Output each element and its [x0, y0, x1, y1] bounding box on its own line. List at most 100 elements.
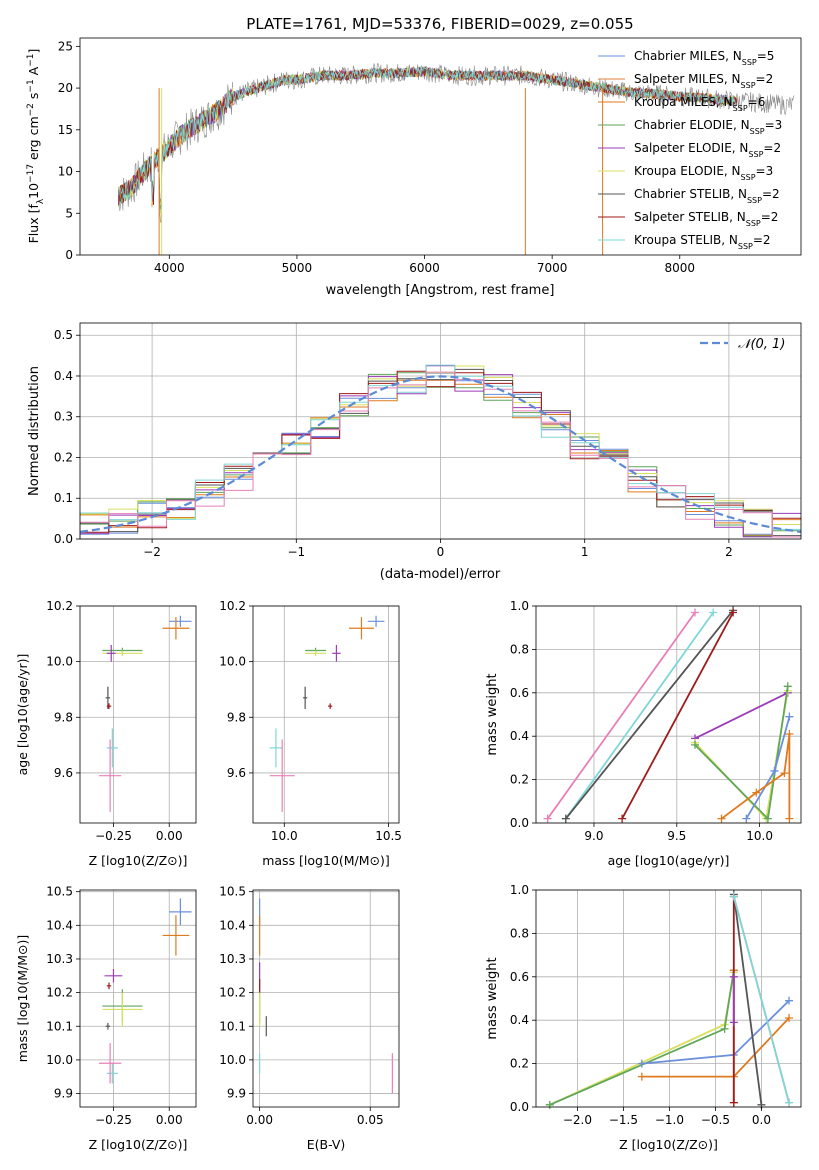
- weight-series: [565, 609, 734, 820]
- weight-series: [694, 686, 789, 821]
- legend-count: =3: [765, 118, 783, 132]
- weight-marker: [618, 814, 627, 823]
- axes-frame: [535, 605, 802, 824]
- y-tick-label: 0.0: [510, 816, 529, 830]
- y-tick-label: 0.2: [510, 1057, 529, 1071]
- panel-spectrum: 4000 5000 6000 7000 8000 0 5 10 15 20 25 PLATE=1761…: [26, 15, 802, 298]
- weight-marker: [543, 814, 552, 823]
- legend-entry: Kroupa STELIB, NSSP=2: [634, 233, 771, 251]
- weight-marker: [637, 1072, 646, 1081]
- x-tick-label: −2.0: [563, 1113, 592, 1127]
- y-tick-label: 10.0: [46, 655, 73, 669]
- x-tick-label: 0.05: [357, 1113, 384, 1127]
- y-tick-label: 0.6: [510, 970, 529, 984]
- y-tick-label: 1.0: [510, 599, 529, 613]
- x-tick-label: −1.5: [609, 1113, 638, 1127]
- x-tick-label: 10.0: [746, 829, 773, 843]
- y-tick-label: 0: [65, 248, 73, 262]
- x-tick-label: 0.0: [752, 1113, 771, 1127]
- plot-area: [117, 62, 795, 255]
- x-tick-label: 2: [725, 545, 733, 559]
- panel-massweight_vs_Z: −2.0 −1.5 −1.0 −0.5 0.0 0.0 0.2 0.4 0.6 0.8 1.0 Z […: [485, 883, 802, 1152]
- x-tick-label: −2: [143, 545, 161, 559]
- y-axis-label: Flux [fλ10−17 erg cm−2 s−1 A−1]: [26, 49, 46, 244]
- plot-area: [545, 890, 794, 1109]
- legend-entry: Chabrier MILES, NSSP=5: [634, 49, 774, 67]
- y-tick-label: 10.4: [219, 918, 246, 932]
- weight-marker: [763, 814, 772, 823]
- x-axis-label: mass [log10(M/M⊙)]: [262, 853, 390, 868]
- weight-series: [732, 894, 763, 1105]
- y-tick-label: 9.8: [227, 710, 246, 724]
- y-tick-label: 0.2: [54, 450, 73, 464]
- x-tick-label: −1: [287, 545, 305, 559]
- x-tick-label: 7000: [537, 261, 568, 275]
- plot-area: [98, 898, 192, 1084]
- legend-subscript: SSP: [738, 242, 753, 251]
- x-tick-label: 9.5: [667, 829, 686, 843]
- y-tick-label: 0.1: [54, 491, 73, 505]
- y-tick-label: 10.3: [219, 952, 246, 966]
- legend-entry: Salpeter ELODIE, NSSP=2: [634, 141, 781, 159]
- x-tick-label: 9.0: [584, 829, 603, 843]
- legend-entry: Kroupa MILES, NSSP=6: [634, 95, 765, 113]
- axes-frame: [79, 605, 197, 824]
- legend-count: =2: [753, 233, 771, 247]
- legend-count: =2: [756, 72, 774, 86]
- weight-series: [565, 611, 714, 820]
- x-tick-label: −1.0: [655, 1113, 684, 1127]
- y-tick-label: 0.5: [54, 328, 73, 342]
- histogram-series: [79, 371, 801, 539]
- weight-marker: [729, 1098, 738, 1107]
- x-tick-label: 0.00: [156, 1113, 183, 1127]
- weight-marker: [729, 1018, 738, 1027]
- weight-marker: [742, 814, 751, 823]
- weight-marker: [729, 892, 738, 901]
- y-tick-label: 10.2: [46, 599, 73, 613]
- panel-age_vs_mass: 10.0 10.5 9.6 9.8 10.0 10.2 mass [log10(M/M⊙)]: [219, 599, 402, 868]
- y-tick-label: 10.0: [219, 655, 246, 669]
- legend-entry: 𝒩(0, 1): [738, 337, 785, 352]
- panel-residuals: −2 −1 0 1 2 0.0 0.1 0.2 0.3 0.4 0.5 𝒩(0, 1) (data-mo…: [27, 322, 802, 582]
- axes-frame: [79, 322, 802, 540]
- plot-area: [543, 606, 794, 823]
- y-tick-label: 10.5: [219, 885, 246, 899]
- panel-mass_vs_ebv: 0.00 0.05 9.9 10.0 10.1 10.2 10.3 10.4 10.5 E(B-V…: [219, 885, 400, 1152]
- y-tick-label: 10: [58, 165, 73, 179]
- weight-marker: [717, 814, 726, 823]
- y-tick-label: 20: [58, 81, 73, 95]
- weight-marker: [729, 608, 738, 617]
- normal-curve: [79, 375, 802, 533]
- weight-marker: [783, 682, 792, 691]
- y-tick-label: 15: [58, 123, 73, 137]
- x-axis-label: age [log10(age/yr)]: [608, 853, 730, 868]
- x-axis-label: Z [log10(Z/Z⊙)]: [89, 1137, 188, 1152]
- x-tick-label: 0.00: [156, 829, 183, 843]
- y-tick-label: 0.8: [510, 926, 529, 940]
- y-axis-label: age [log10(age/yr)]: [15, 654, 30, 776]
- legend-entry: Salpeter STELIB, NSSP=2: [634, 210, 778, 228]
- chart-title: PLATE=1761, MJD=53376, FIBERID=0029, z=0…: [246, 15, 633, 33]
- x-tick-label: 8000: [664, 261, 695, 275]
- legend-subscript: SSP: [741, 81, 756, 90]
- legend-entry: Chabrier ELODIE, NSSP=3: [634, 118, 782, 136]
- x-axis-label: Z [log10(Z/Z⊙)]: [89, 853, 188, 868]
- y-tick-label: 25: [58, 39, 73, 53]
- y-tick-label: 10.5: [46, 885, 73, 899]
- weight-series: [732, 896, 790, 1103]
- weight-marker: [785, 996, 794, 1005]
- y-axis-label: Normed distribution: [27, 366, 42, 496]
- axes-frame: [535, 889, 802, 1108]
- y-tick-label: 0.0: [510, 1100, 529, 1114]
- y-tick-label: 10.2: [46, 986, 73, 1000]
- x-axis-label: wavelength [Angstrom, rest frame]: [326, 283, 555, 298]
- x-tick-label: 10.0: [271, 829, 298, 843]
- legend-entry: Chabrier STELIB, NSSP=2: [634, 187, 780, 205]
- axes-frame: [252, 889, 400, 1108]
- weight-series: [546, 611, 696, 820]
- weight-series: [621, 612, 734, 820]
- y-tick-label: 0.4: [510, 729, 529, 743]
- y-tick-label: 1.0: [510, 883, 529, 897]
- spectrum-model: [118, 65, 738, 214]
- y-tick-label: 0.2: [510, 773, 529, 787]
